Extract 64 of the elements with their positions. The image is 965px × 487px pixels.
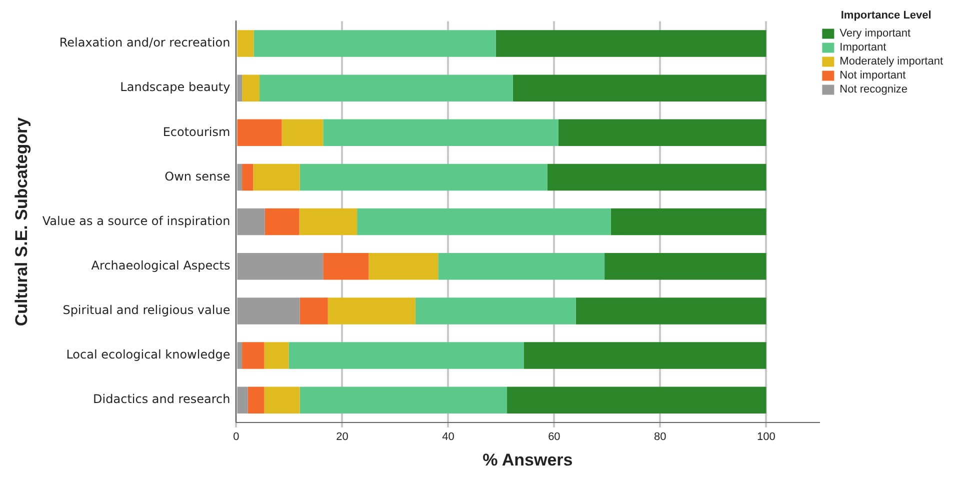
bar xyxy=(237,74,242,102)
bar xyxy=(610,208,766,236)
x-tick-label: 80 xyxy=(654,431,666,444)
y-axis-title: Cultural S.E. Subcategory xyxy=(12,116,31,326)
x-tick-label: 40 xyxy=(442,431,454,444)
bar xyxy=(368,253,438,280)
x-tick-label: 100 xyxy=(757,431,776,444)
bar xyxy=(248,386,264,414)
bar xyxy=(299,208,358,236)
bar xyxy=(507,386,766,414)
bar xyxy=(264,342,289,369)
y-tick-label: Relaxation and/or recreation xyxy=(59,36,230,50)
legend-label: Moderately important xyxy=(840,56,944,68)
bar xyxy=(260,74,513,102)
y-tick-label: Own sense xyxy=(164,169,230,184)
bar xyxy=(300,164,548,191)
bar xyxy=(524,342,766,369)
y-tick-label: Local ecological knowledge xyxy=(66,348,230,362)
x-tick-label: 0 xyxy=(233,431,240,444)
bar xyxy=(438,253,605,280)
bar xyxy=(237,164,242,191)
bar xyxy=(237,342,242,369)
bar xyxy=(254,30,496,57)
bar xyxy=(357,208,611,236)
bar xyxy=(576,298,766,324)
y-tick-label: Ecotourism xyxy=(162,124,230,139)
bar xyxy=(242,164,254,191)
bar xyxy=(604,253,766,280)
bar xyxy=(547,164,766,191)
bar xyxy=(300,386,508,414)
y-tick-label: Archaeological Aspects xyxy=(91,258,230,273)
bar xyxy=(323,253,369,280)
bar xyxy=(496,30,766,57)
bar xyxy=(237,208,265,236)
bar xyxy=(237,253,324,280)
bar xyxy=(242,74,260,102)
bar xyxy=(237,30,254,57)
legend-label: Very important xyxy=(840,28,911,40)
bar xyxy=(323,119,558,146)
bar xyxy=(288,342,524,369)
bar xyxy=(282,119,324,146)
x-tick-label: 60 xyxy=(548,431,560,444)
y-tick-label: Spiritual and religious value xyxy=(62,303,230,318)
x-tick-label: 20 xyxy=(336,431,348,444)
legend-label: Not recognize xyxy=(840,84,908,96)
bar xyxy=(237,119,282,146)
bar xyxy=(237,298,300,324)
y-tick-label: Value as a source of inspiration xyxy=(42,214,230,228)
bar xyxy=(415,298,576,324)
bar xyxy=(242,342,264,369)
legend-label: Important xyxy=(840,42,886,54)
bar xyxy=(328,298,416,324)
bar xyxy=(264,208,300,236)
bar xyxy=(253,164,300,191)
bar xyxy=(558,119,766,146)
legend-label: Not important xyxy=(840,70,906,82)
x-axis-title: % Answers xyxy=(482,450,573,470)
bar xyxy=(237,386,248,414)
y-tick-label: Didactics and research xyxy=(93,392,230,406)
y-tick-label: Landscape beauty xyxy=(120,80,230,94)
bar xyxy=(264,386,300,414)
legend-title: Importance Level xyxy=(840,10,932,22)
bar xyxy=(300,298,328,324)
bar xyxy=(512,74,766,102)
